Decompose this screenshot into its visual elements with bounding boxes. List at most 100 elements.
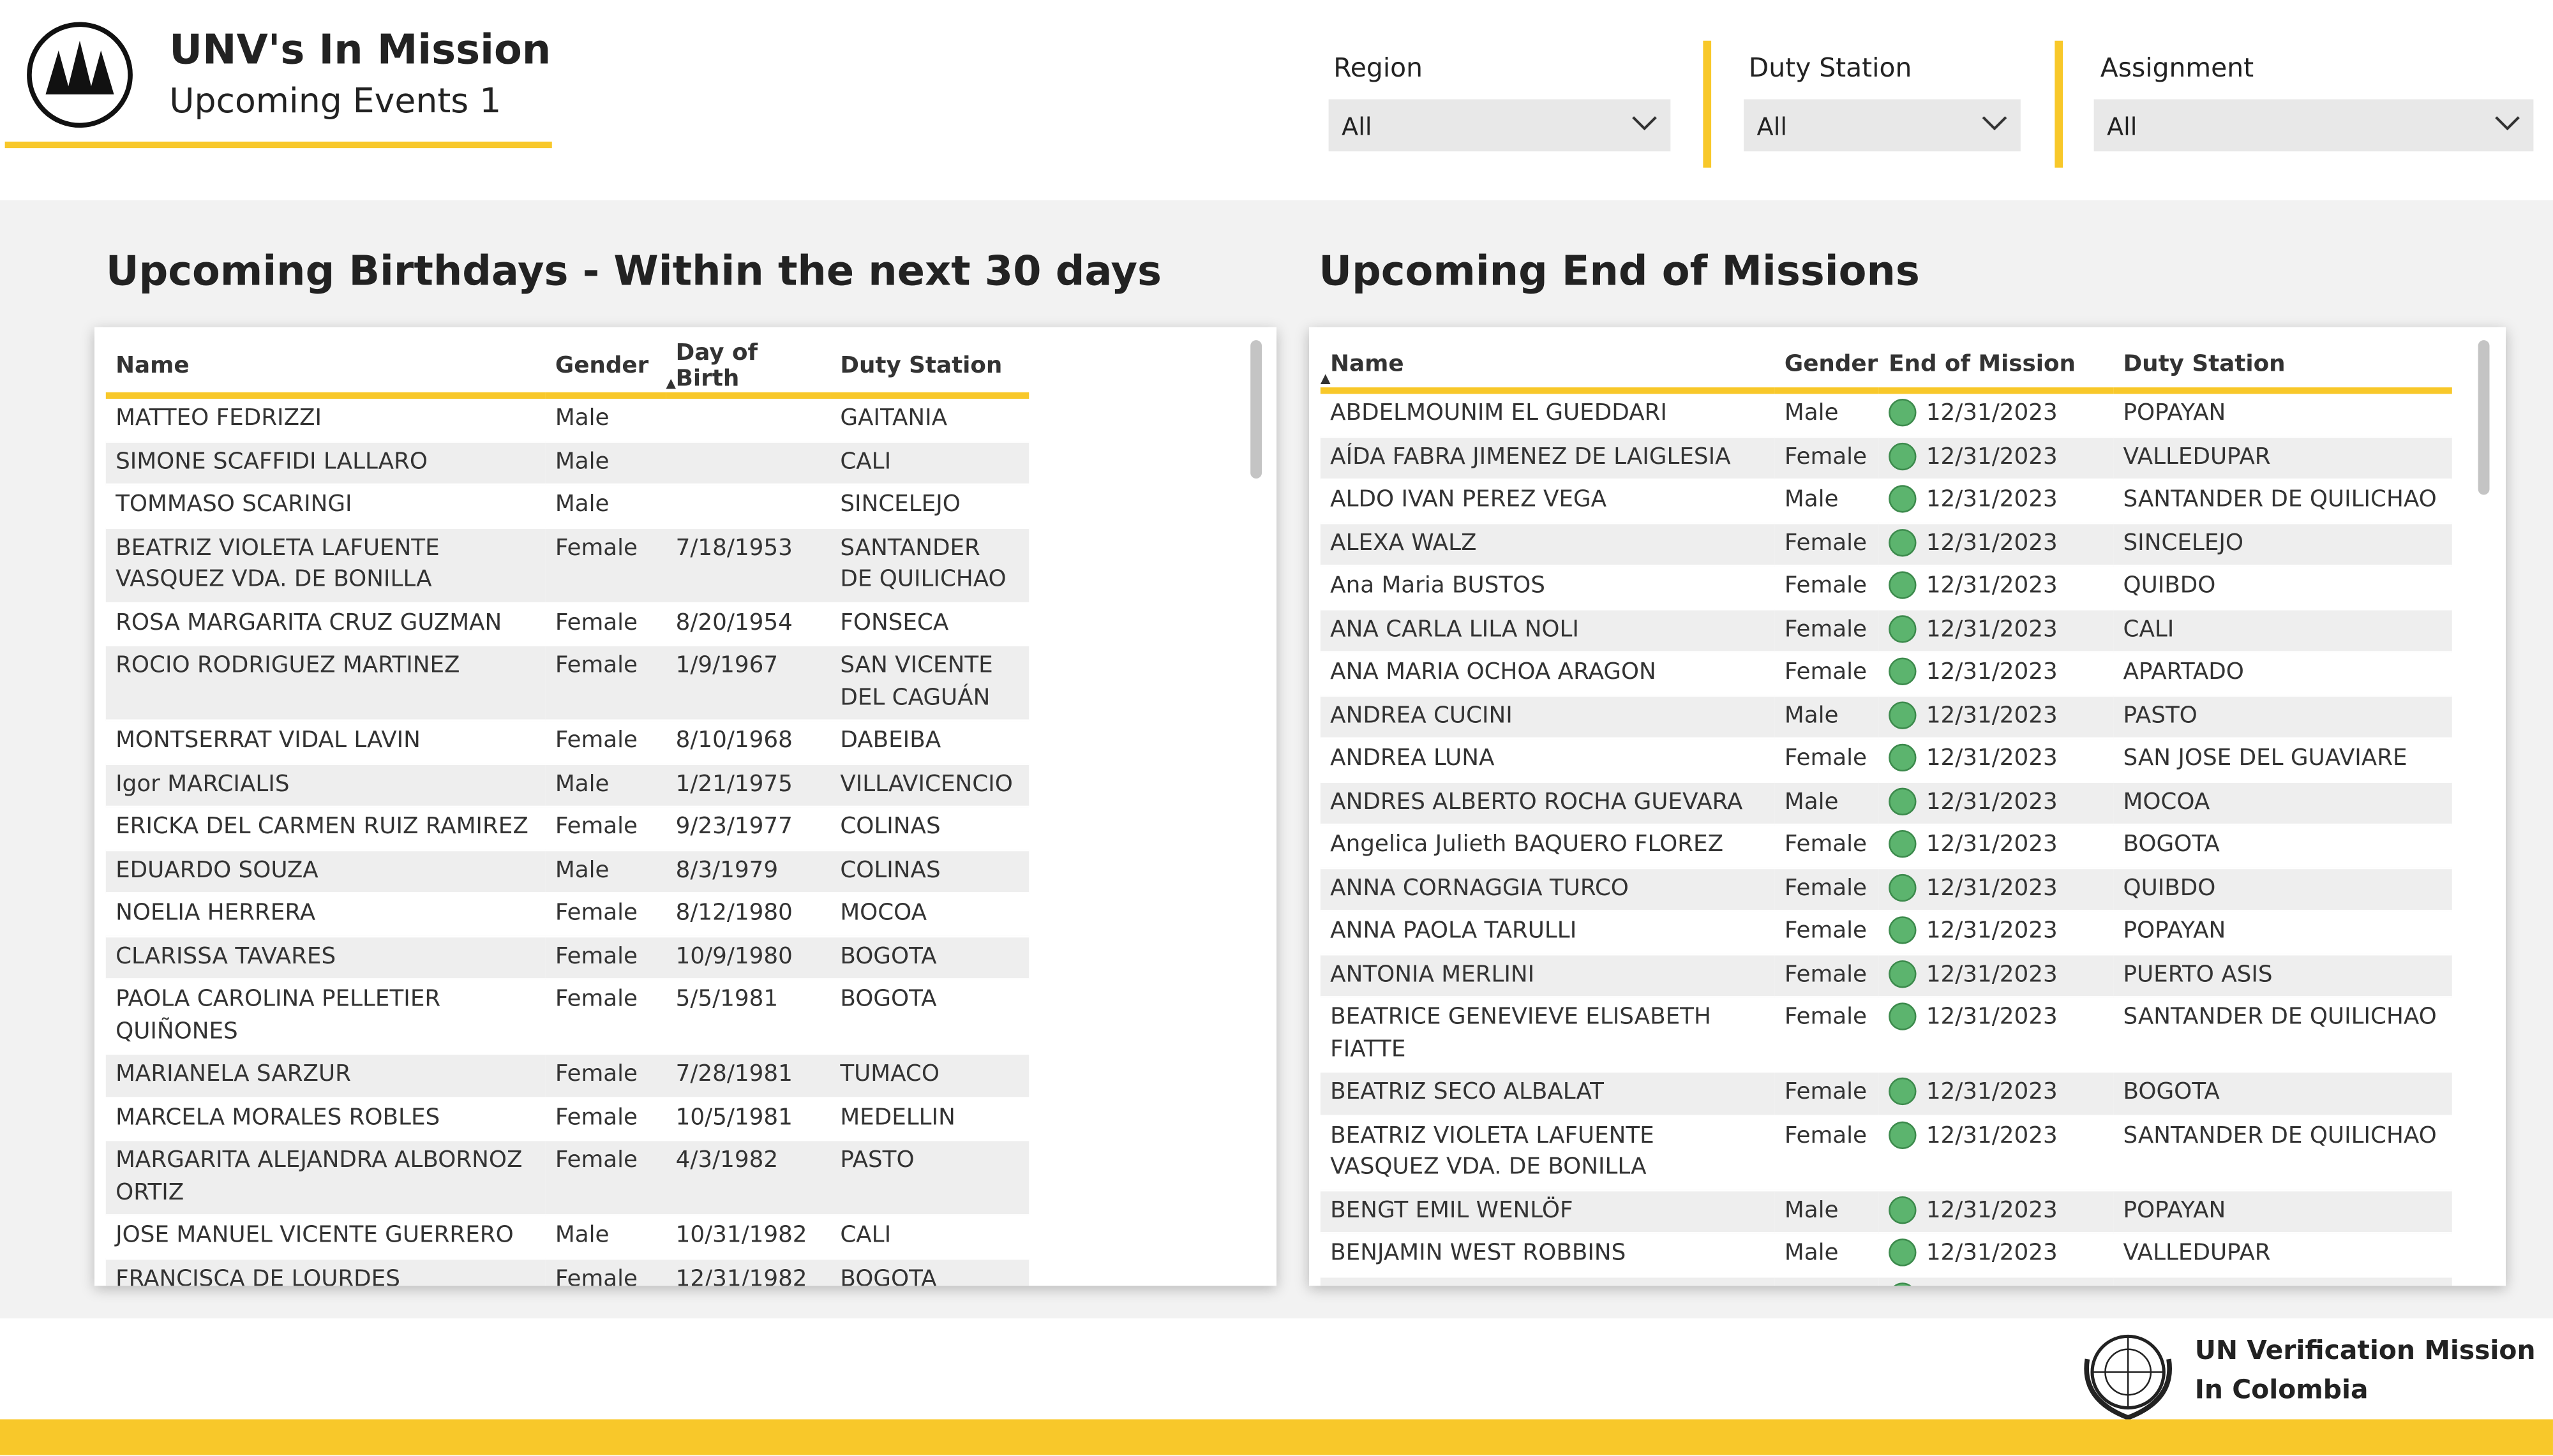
cell: TOMMASO SCARINGI [105, 484, 546, 528]
cell: Female [1774, 436, 1879, 480]
cell: MATTEO FEDRIZZI [105, 395, 546, 442]
cell: ANNA PAOLA TARULLI [1320, 910, 1775, 955]
column-header[interactable]: Gender [1774, 340, 1879, 394]
cell: BEATRICE GENEVIEVE ELISABETH FIATTE [1320, 997, 1775, 1073]
cell: Male [1774, 479, 1879, 524]
cell-text: Female [1784, 961, 1868, 988]
birthdays-card: Name Gender Day of Birth ▲ Duty Station MATTE… [94, 327, 1276, 1286]
cell-text: ANA CARLA LILA NOLI [1330, 616, 1579, 643]
status-dot [1889, 787, 1917, 815]
cell-text: Ana Maria BUSTOS [1330, 572, 1545, 599]
table-row: ANTONIA MERLINI Female 12/31/2023 PUERTO AS… [1320, 953, 2452, 998]
cell: Male [545, 763, 666, 808]
cell-text: Female [555, 1061, 638, 1088]
cell: Male [545, 395, 666, 442]
table-row: MARIANELA SARZUR Female 7/28/1981 TUMACO [105, 1053, 1029, 1098]
table-row: CLARISSA TAVARES Female 10/9/1980 BOGOTA [105, 935, 1029, 980]
cell-text: 12/31/2023 [1926, 917, 2058, 944]
cell: 12/31/2023 [1878, 565, 2114, 610]
scrollbar[interactable] [2478, 340, 2490, 495]
column-header[interactable]: Duty Station [2113, 340, 2452, 394]
column-header[interactable]: Name ▲ [1320, 340, 1775, 394]
cell-text: MATTEO FEDRIZZI [116, 405, 322, 432]
dropdown[interactable]: All [1328, 99, 1671, 152]
cell: NOELIA HERRERA [105, 893, 546, 937]
cell-text: 10/5/1981 [675, 1104, 793, 1131]
cell-text: 5/5/1981 [675, 986, 779, 1013]
chevron [1982, 116, 2007, 131]
cell-text: 12/31/2023 [1926, 530, 2058, 556]
cell: Male [545, 1215, 666, 1259]
table-row: NOELIA HERRERA Female 8/12/1980 MOCOA [105, 893, 1029, 937]
panel-title: Upcoming End of Missions [1319, 247, 1920, 295]
cell: QUIBDO [2113, 565, 2452, 610]
cell-text: Male [555, 770, 610, 797]
cell-text: Female [1784, 875, 1868, 901]
table-row: ABDELMOUNIM EL GUEDDARI Male 12/31/2023 POP… [1320, 390, 2452, 437]
cell-text: Male [555, 405, 610, 432]
cell-text: 12/31/2023 [1926, 486, 2058, 513]
cell-text: SIMONE SCAFFIDI LALLARO [116, 448, 428, 475]
cell-text: 10/31/1982 [675, 1222, 807, 1249]
cell-text: POPAYAN [2123, 917, 2226, 944]
cell-text: TOMMASO SCARINGI [116, 491, 352, 518]
cell: 12/31/2023 [1878, 1189, 2114, 1234]
table-row: TOMMASO SCARINGI Male SINCELEJO [105, 484, 1029, 528]
dropdown[interactable]: All [2093, 99, 2534, 152]
cell-text: Female [555, 1104, 638, 1131]
separator [1703, 40, 1712, 168]
cell-text: Female [555, 609, 638, 636]
column-header[interactable]: Gender [545, 340, 666, 399]
cell-text: Female [1784, 831, 1868, 858]
cell-text: NOELIA HERRERA [116, 900, 316, 926]
table-row: BENJAMIN WEST ROBBINS Male 12/31/2023 VALLE… [1320, 1233, 2452, 1277]
cell-text: Female [555, 652, 638, 679]
cell: PASTO [2113, 695, 2452, 739]
table-row: BENGT EMIL WENLÖF Male 12/31/2023 POPAYAN [1320, 1189, 2452, 1234]
cell-text: PUERTO ASIS [2123, 961, 2273, 988]
cell-text: PASTO [2123, 702, 2197, 729]
status-dot [1889, 830, 1917, 858]
cell-text: Female [1784, 616, 1868, 643]
header-text: End of Mission [1889, 350, 2076, 377]
cell: 12/31/2023 [1878, 1071, 2114, 1116]
column-header[interactable]: Day of Birth ▲ [666, 340, 831, 399]
cell-text: ANDRES ALBERTO ROCHA GUEVARA [1330, 788, 1743, 815]
cell-text: 12/31/2023 [1926, 572, 2058, 599]
cell: ANDREA LUNA [1320, 738, 1775, 782]
cell: TUMACO [830, 1053, 1029, 1098]
scrollbar[interactable] [1250, 340, 1262, 479]
cell: Female [1774, 1115, 1879, 1191]
chevron [1632, 116, 1657, 131]
cell-text: BOGOTA [840, 986, 937, 1013]
status-dot [1889, 1002, 1917, 1030]
cell [666, 395, 831, 442]
cell-text: Female [1784, 572, 1868, 599]
cell-text: Female [555, 1265, 638, 1286]
cell: ANDREA CUCINI [1320, 695, 1775, 739]
cell-text: COLINAS [840, 813, 941, 840]
cell: Male [545, 441, 666, 486]
cell: ERICKA DEL CARMEN RUIZ RAMIREZ [105, 806, 546, 851]
cell-text: 12/31/2023 [1926, 745, 2058, 772]
status-dot [1889, 1195, 1917, 1224]
table-row: BEATRIZ SECO ALBALAT Female 12/31/2023 BOGO… [1320, 1071, 2452, 1116]
cell: 8/12/1980 [666, 893, 831, 937]
cell-text: Male [555, 1222, 610, 1249]
cell-text: GAITANIA [840, 405, 948, 432]
cell: ROSA MARGARITA CRUZ GUZMAN [105, 602, 546, 646]
column-header[interactable]: End of Mission [1878, 340, 2114, 394]
cell-text: ANA MARIA OCHOA ARAGON [1330, 659, 1656, 685]
column-header[interactable]: Duty Station [830, 340, 1029, 399]
status-dot [1889, 701, 1917, 729]
cell: 12/31/2023 [1878, 436, 2114, 480]
cell-text: ABDELMOUNIM EL GUEDDARI [1330, 400, 1667, 427]
cell: COLINAS [830, 806, 1029, 851]
cell-text: Female [1784, 1122, 1868, 1148]
cell-text: QUIBDO [2123, 875, 2216, 901]
cell-text: ANTONIA MERLINI [1330, 961, 1535, 988]
column-header[interactable]: Name [105, 340, 546, 399]
header-underline [4, 141, 552, 149]
cell-text: Female [555, 813, 638, 840]
dropdown[interactable]: All [1744, 99, 2021, 152]
